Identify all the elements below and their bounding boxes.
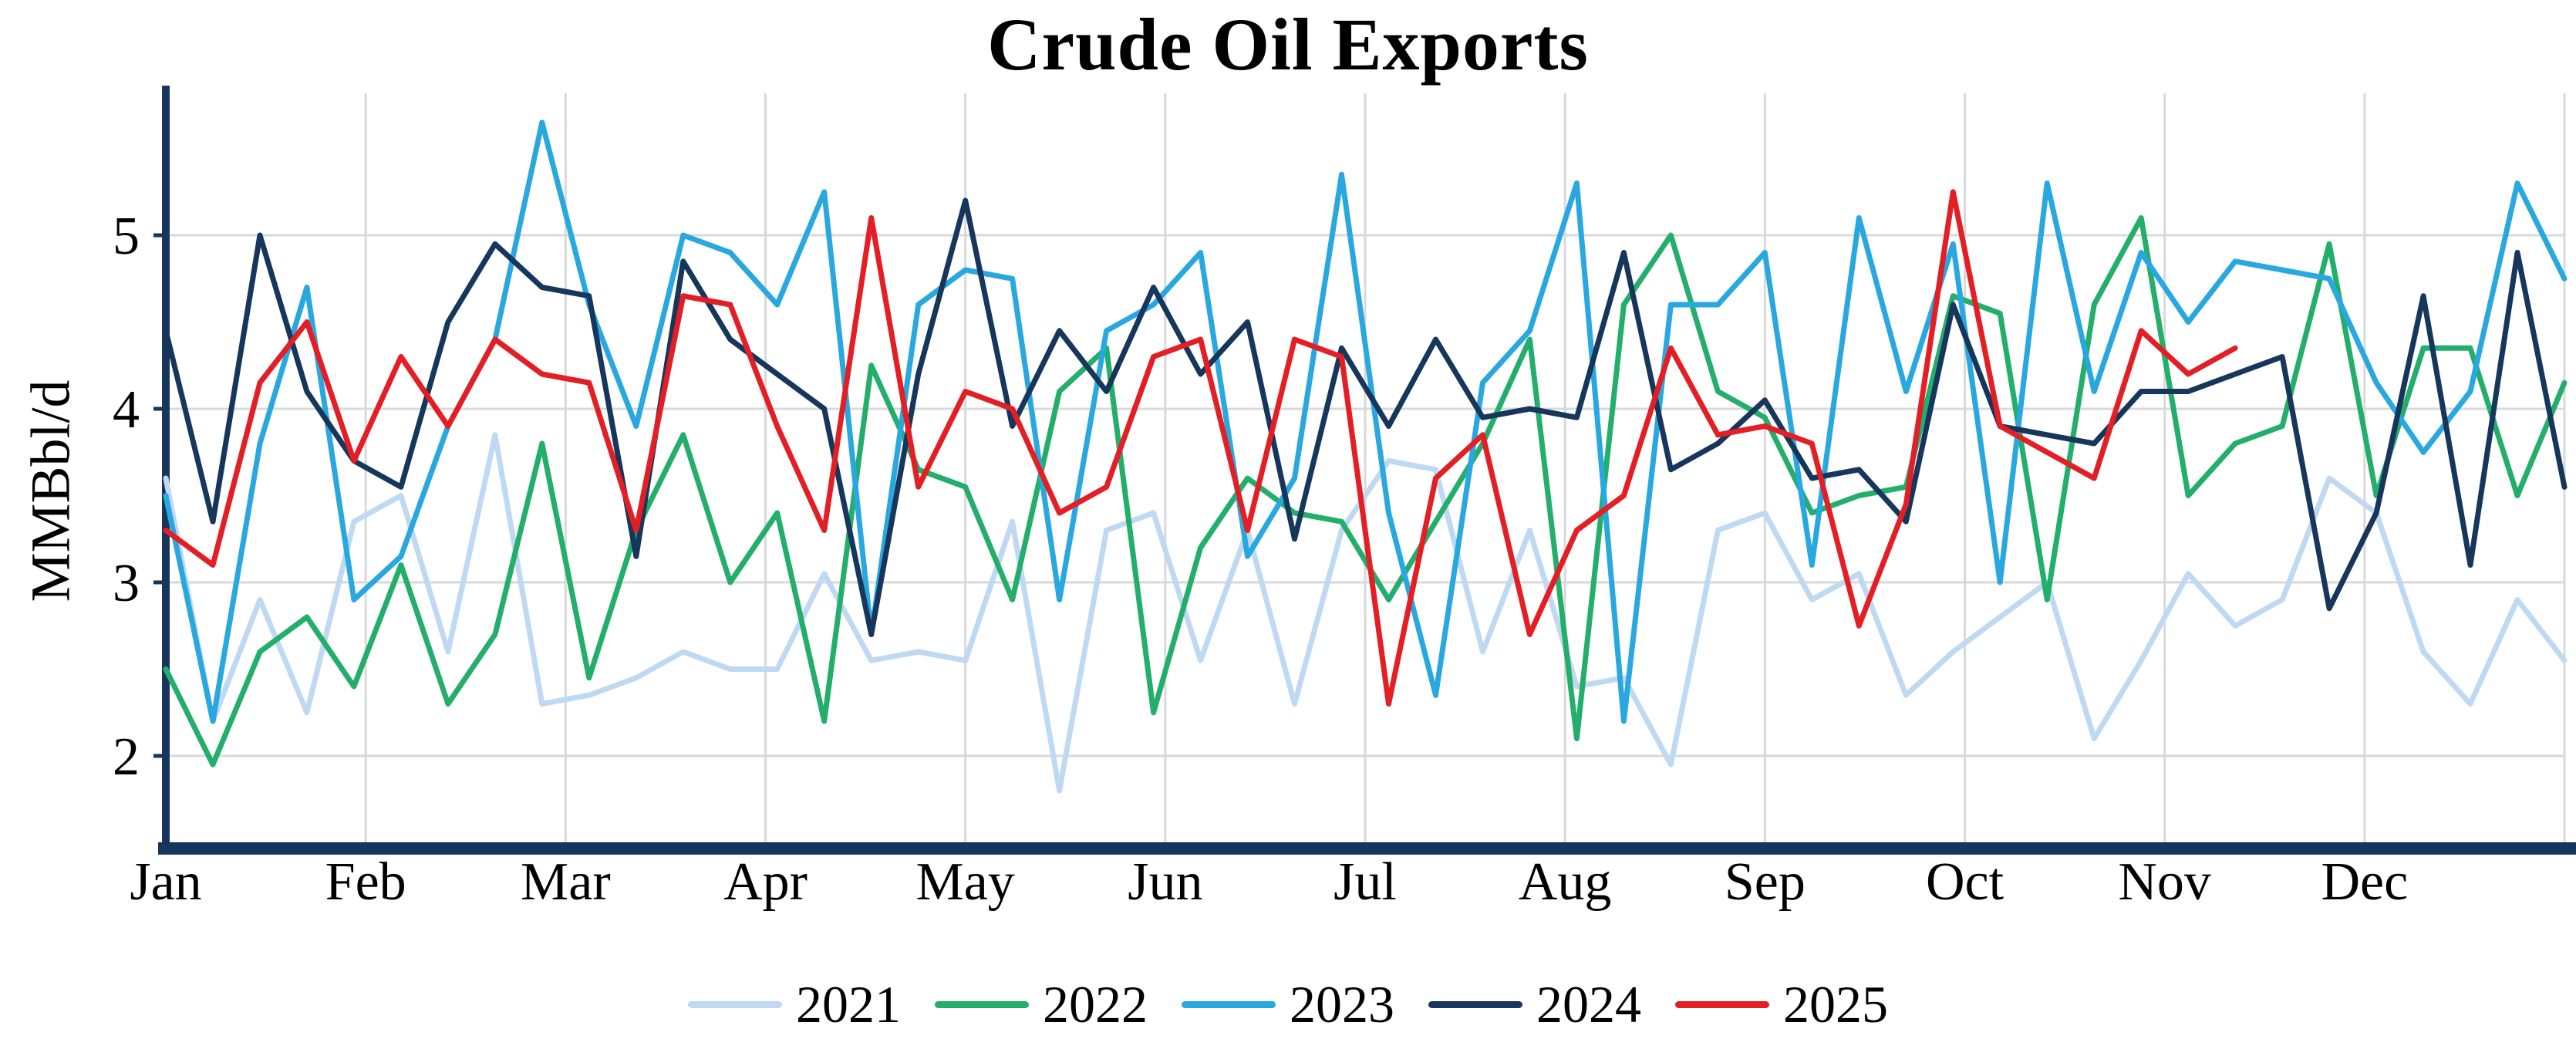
x-tick-label: Aug (1519, 852, 1612, 912)
series-2024-line (163, 197, 2568, 637)
x-tick-label: Jul (1334, 852, 1397, 912)
x-tick-label: May (916, 852, 1015, 912)
y-tick-label: 3 (113, 554, 140, 613)
legend-swatch-2024 (1428, 1000, 1522, 1008)
legend-item-2021: 2021 (688, 978, 901, 1030)
x-axis (158, 842, 2576, 855)
series-2022-line (163, 215, 2568, 767)
x-tick-label: Mar (521, 852, 611, 912)
legend-item-2025: 2025 (1675, 978, 1888, 1030)
legend-label-2023: 2023 (1290, 975, 1394, 1034)
legend-item-2022: 2022 (935, 978, 1148, 1030)
series-2023-line (163, 120, 2568, 724)
y-tick-label: 4 (113, 380, 140, 440)
x-tick-label: Oct (1926, 852, 2004, 912)
x-tick-label: Sep (1725, 852, 1806, 912)
x-tick-label: Apr (723, 852, 808, 912)
x-tick-label: Jun (1128, 852, 1202, 912)
legend-item-2023: 2023 (1182, 978, 1394, 1030)
y-tick-label: 5 (113, 207, 140, 266)
legend-swatch-2021 (688, 1000, 782, 1008)
legend-swatch-2023 (1182, 1000, 1276, 1008)
x-tick-label: Jan (130, 852, 201, 912)
x-tick-label: Nov (2118, 852, 2211, 912)
legend: 2021 2022 2023 2024 2025 (0, 978, 2576, 1030)
series-2025-line (163, 189, 2238, 707)
chart-title: Crude Oil Exports (987, 3, 1589, 86)
legend-label-2021: 2021 (796, 975, 901, 1034)
series-2021-line (163, 432, 2568, 794)
legend-swatch-2022 (935, 1000, 1029, 1008)
legend-item-2024: 2024 (1428, 978, 1641, 1030)
legend-label-2024: 2024 (1536, 975, 1641, 1034)
legend-label-2022: 2022 (1043, 975, 1148, 1034)
legend-label-2025: 2025 (1783, 975, 1888, 1034)
legend-swatch-2025 (1675, 1000, 1769, 1008)
x-tick-label: Feb (325, 852, 406, 912)
y-tick-label: 2 (113, 727, 140, 787)
x-tick-label: Dec (2321, 852, 2408, 912)
